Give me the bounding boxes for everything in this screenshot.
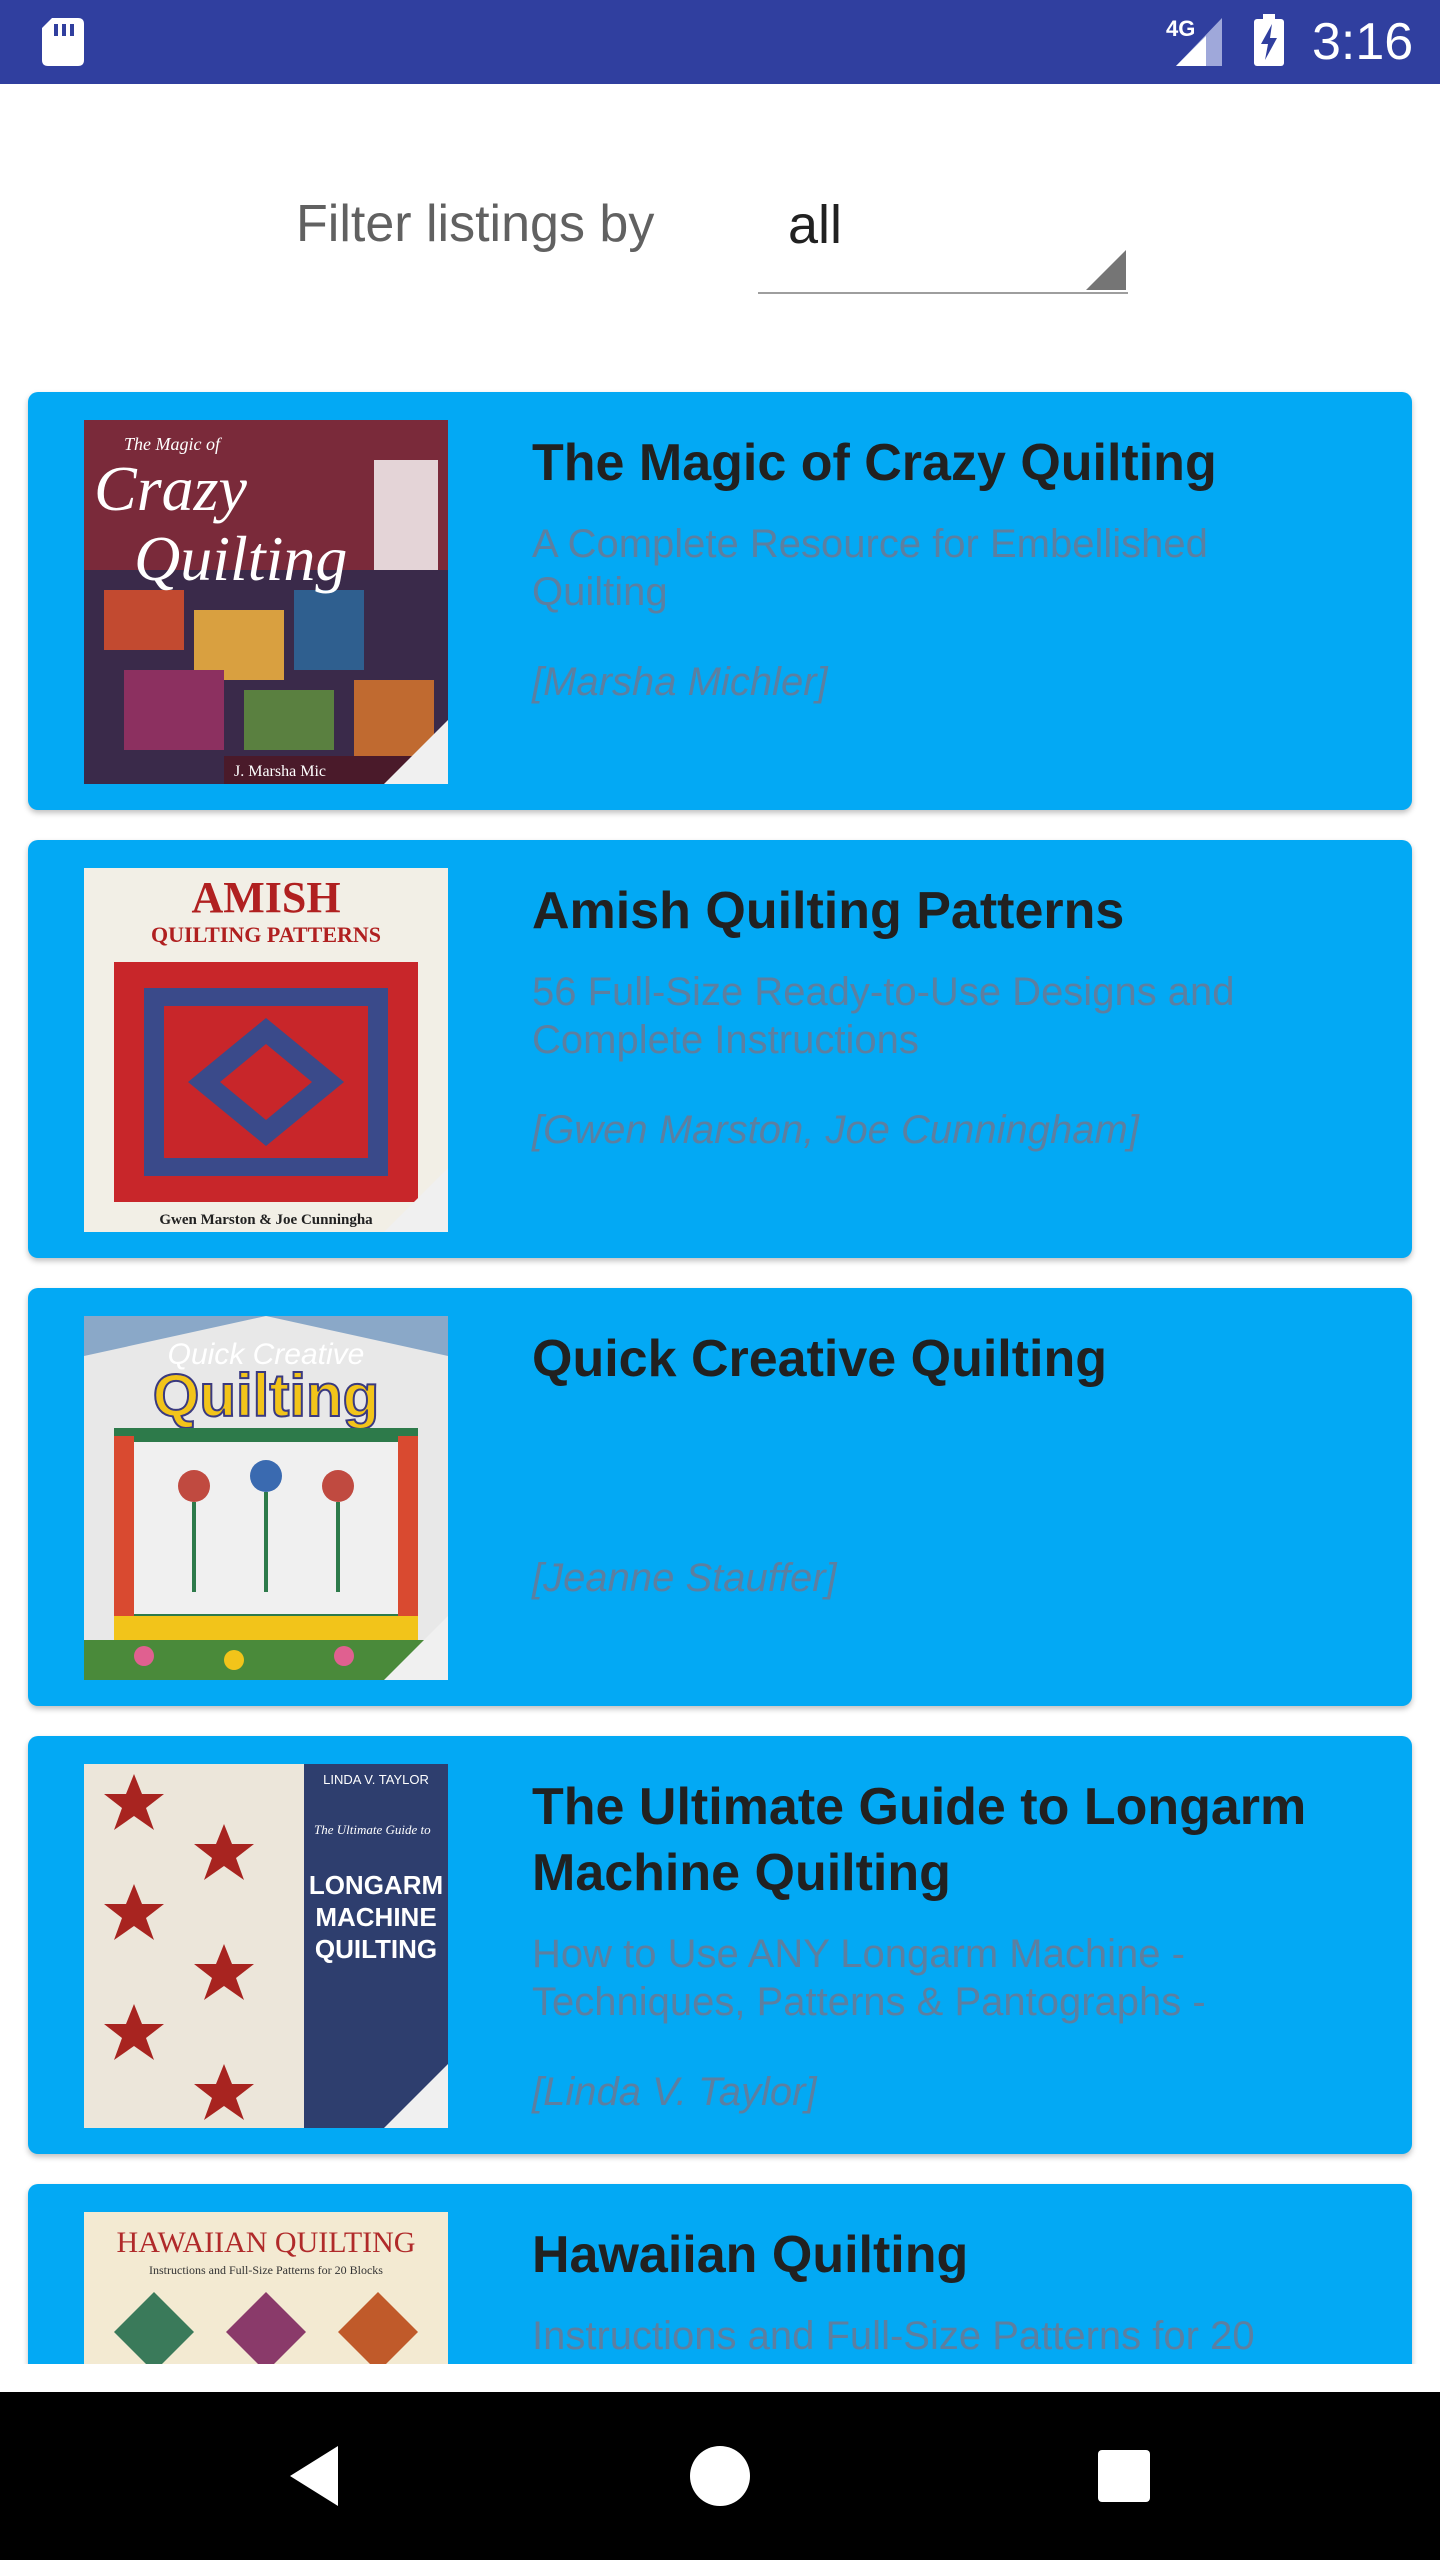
listing-subtitle: 56 Full-Size Ready-to-Use Designs and Co… — [532, 970, 1235, 1062]
book-cover-image: AMISH QUILTING PATTERNS Gwen Marston & J… — [84, 868, 448, 1232]
cover-text: LONGARM — [309, 1870, 443, 1900]
signal-icon — [1176, 18, 1222, 66]
cover-text: J. Marsha Mic — [234, 763, 326, 780]
book-cover-image: Quick Creative Quilting — [84, 1316, 448, 1680]
cover-text: Quilting — [134, 523, 347, 594]
cover-text: AMISH — [191, 873, 340, 922]
dropdown-arrow-icon — [1086, 250, 1126, 290]
listing-card[interactable]: AMISH QUILTING PATTERNS Gwen Marston & J… — [28, 840, 1412, 1258]
listing-title: Amish Quilting Patterns — [532, 882, 1125, 940]
network-type-label: 4G — [1166, 16, 1196, 41]
listing-list[interactable]: The Magic of Crazy Quilting J. Marsha Mi… — [0, 360, 1440, 2364]
listing-card[interactable]: LINDA V. TAYLOR The Ultimate Guide to LO… — [28, 1736, 1412, 2154]
listing-card[interactable]: The Magic of Crazy Quilting J. Marsha Mi… — [28, 392, 1412, 810]
listing-subtitle: Instructions and Full-Size Patterns for … — [532, 2314, 1255, 2358]
listing-title: Quick Creative Quilting — [532, 1330, 1108, 1388]
cover-text: Instructions and Full-Size Patterns for … — [149, 2263, 383, 2277]
cover-text: QUILTING PATTERNS — [151, 922, 381, 947]
cover-text: HAWAIIAN QUILTING — [117, 2226, 416, 2259]
listing-card[interactable]: Quick Creative Quilting Quick Cr — [28, 1288, 1412, 1706]
book-cover-image: LINDA V. TAYLOR The Ultimate Guide to LO… — [84, 1764, 448, 2128]
filter-dropdown[interactable]: all — [758, 180, 1128, 294]
cover-text: The Magic of — [124, 434, 223, 454]
cover-text: Quilting — [153, 1362, 380, 1429]
filter-label: Filter listings by — [296, 195, 655, 253]
listing-author: [Jeanne Stauffer] — [532, 1556, 837, 1600]
filter-selected-value: all — [788, 195, 843, 255]
listing-title: The Magic of Crazy Quilting — [532, 434, 1217, 492]
navigation-bar — [0, 2392, 1440, 2560]
book-cover-image: The Magic of Crazy Quilting J. Marsha Mi… — [84, 420, 448, 784]
listing-title: Hawaiian Quilting — [532, 2226, 969, 2284]
cover-text: QUILTING — [315, 1934, 437, 1964]
cover-text: The Ultimate Guide to — [314, 1822, 431, 1837]
cover-text: LINDA V. TAYLOR — [323, 1772, 429, 1787]
listing-card[interactable]: HAWAIIAN QUILTING Instructions and Full-… — [28, 2184, 1412, 2364]
status-clock: 3:16 — [1312, 13, 1414, 71]
cover-text: Gwen Marston & Joe Cunningha — [159, 1212, 373, 1228]
sd-card-icon — [42, 18, 84, 66]
listing-author: [Marsha Michler] — [532, 660, 828, 704]
recents-icon[interactable] — [1084, 2436, 1164, 2516]
listing-subtitle: How to Use ANY Longarm Machine - Techniq… — [532, 1932, 1206, 2024]
listing-title: The Ultimate Guide to Longarm Machine Qu… — [532, 1778, 1307, 1902]
cover-text: Quick Creative — [168, 1338, 365, 1371]
listing-author: [Gwen Marston, Joe Cunningham] — [532, 1108, 1139, 1152]
book-cover-image: HAWAIIAN QUILTING Instructions and Full-… — [84, 2212, 448, 2364]
status-bar: 4G 3:16 — [0, 0, 1440, 84]
cover-text: Crazy — [94, 453, 248, 524]
back-icon[interactable] — [276, 2436, 356, 2516]
home-icon[interactable] — [680, 2436, 760, 2516]
listing-subtitle: A Complete Resource for Embellished Quil… — [532, 522, 1208, 614]
listing-author: [Linda V. Taylor] — [532, 2070, 817, 2114]
cover-text: MACHINE — [315, 1902, 436, 1932]
battery-charging-icon — [1254, 14, 1284, 66]
